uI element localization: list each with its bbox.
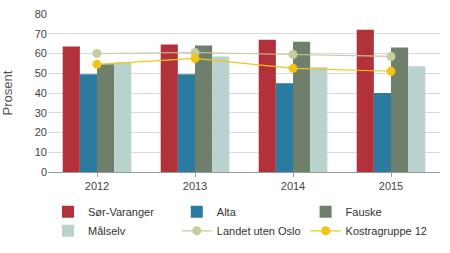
svg-text:20: 20 (35, 126, 47, 138)
svg-text:10: 10 (35, 146, 47, 158)
svg-text:Fauske: Fauske (346, 206, 382, 218)
svg-text:0: 0 (41, 166, 47, 178)
svg-text:80: 80 (35, 8, 47, 20)
svg-text:Alta: Alta (217, 206, 237, 218)
svg-text:Landet uten Oslo: Landet uten Oslo (217, 225, 301, 237)
svg-text:2012: 2012 (85, 180, 109, 192)
svg-text:50: 50 (35, 67, 47, 79)
svg-text:Kostragruppe 12: Kostragruppe 12 (346, 225, 427, 237)
svg-text:30: 30 (35, 107, 47, 119)
svg-text:70: 70 (35, 28, 47, 40)
svg-text:2015: 2015 (379, 180, 403, 192)
svg-text:Målselv: Målselv (88, 225, 126, 237)
svg-text:40: 40 (35, 87, 47, 99)
svg-text:2013: 2013 (183, 180, 207, 192)
svg-text:60: 60 (35, 47, 47, 59)
svg-text:Sør-Varanger: Sør-Varanger (88, 206, 154, 218)
svg-text:Prosent: Prosent (0, 70, 15, 115)
svg-text:2014: 2014 (281, 180, 305, 192)
